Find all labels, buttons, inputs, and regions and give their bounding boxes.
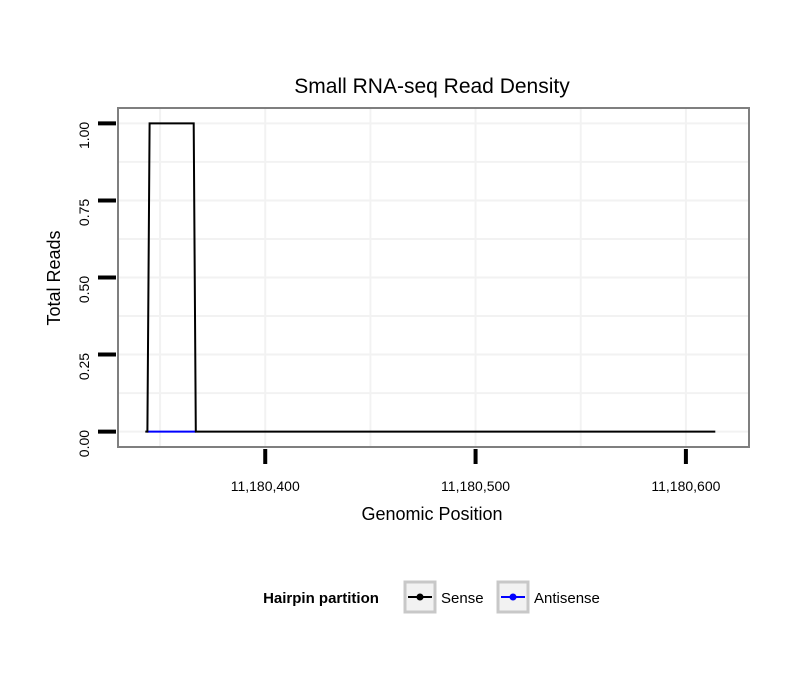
legend-item-sense: Sense — [403, 580, 484, 614]
y-tick-label: 0.75 — [76, 199, 92, 226]
y-tick-label: 0.25 — [76, 353, 92, 380]
series-line-sense — [145, 122, 716, 433]
grid — [118, 108, 749, 447]
legend-title: Hairpin partition — [263, 590, 379, 607]
y-tick-label: 1.00 — [76, 122, 92, 149]
x-tick-label: 11,180,600 — [651, 478, 720, 494]
legend-label: Sense — [441, 590, 484, 607]
legend-item-antisense: Antisense — [496, 580, 600, 614]
y-axis-label: Total Reads — [44, 230, 64, 325]
legend-key-marker — [416, 593, 424, 601]
x-axis-label: Genomic Position — [361, 504, 502, 524]
x-tick-label: 11,180,400 — [231, 478, 300, 494]
legend-label: Antisense — [534, 590, 600, 607]
y-tick-label: 0.50 — [76, 276, 92, 303]
series-group — [145, 122, 716, 433]
chart-title: Small RNA-seq Read Density — [294, 75, 570, 98]
y-tick-label: 0.00 — [76, 430, 92, 457]
legend-key-marker — [509, 593, 517, 601]
x-tick-label: 11,180,500 — [441, 478, 510, 494]
legend: Hairpin partition Sense Antisense — [263, 580, 600, 614]
y-axis: 0.00 0.25 0.50 0.75 1.00 — [76, 121, 116, 457]
x-axis: 11,180,400 11,180,500 11,180,600 — [231, 449, 721, 494]
plot-panel — [117, 107, 750, 448]
